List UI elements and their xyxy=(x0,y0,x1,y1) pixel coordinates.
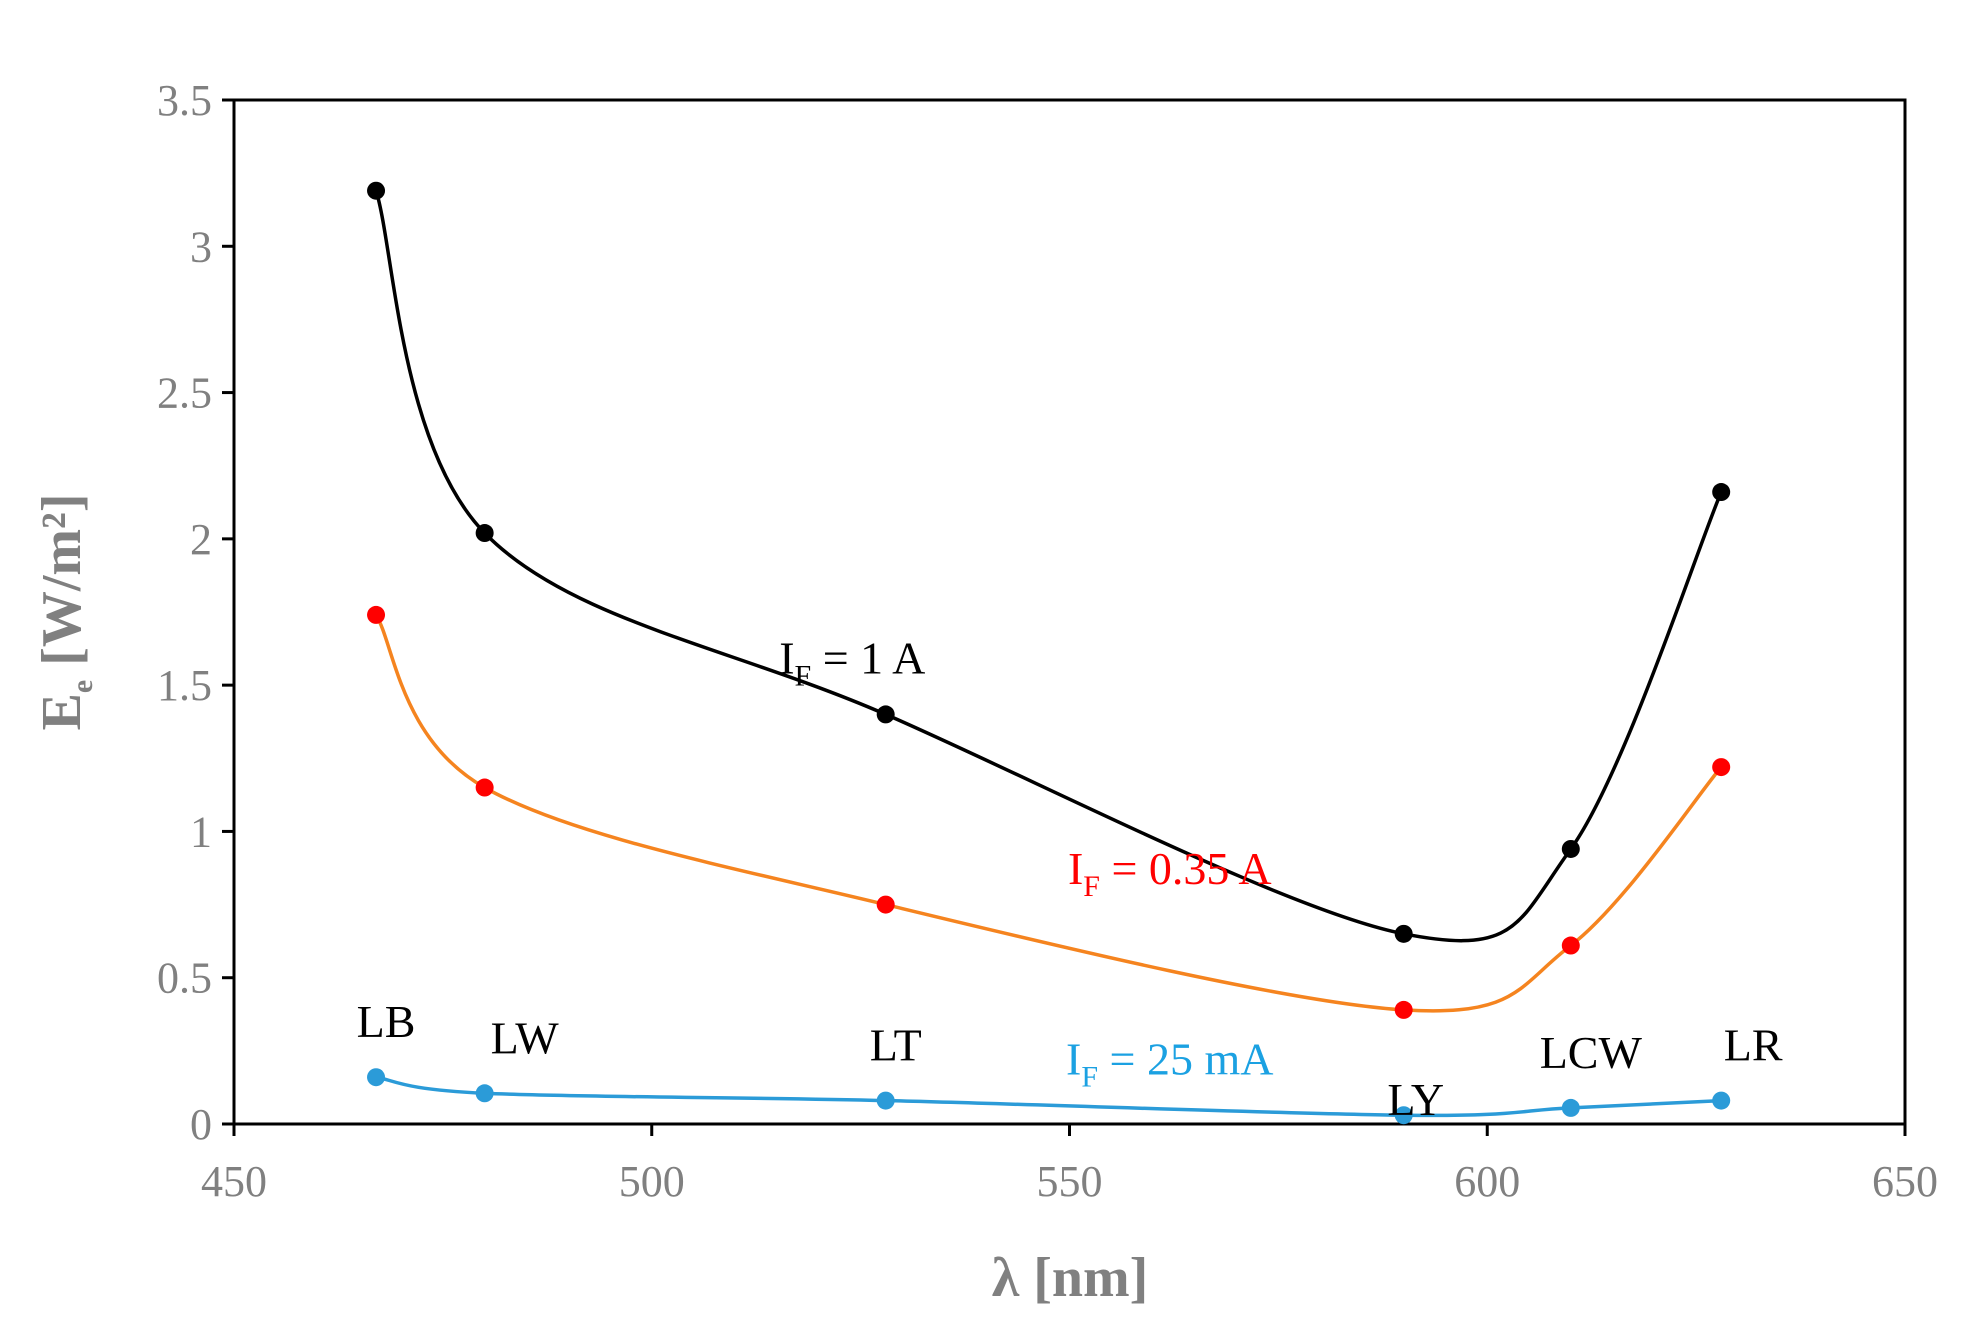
x-tick-label: 450 xyxy=(201,1157,267,1206)
series-label-main: I xyxy=(1068,843,1083,894)
y-tick-label: 3.5 xyxy=(157,76,212,125)
x-tick-label: 550 xyxy=(1037,1157,1103,1206)
y-axis-title-rest: [W/m²] xyxy=(31,494,93,680)
point-labels: LB LW LT LY LCW LR xyxy=(357,996,1783,1125)
y-tick-label: 1.5 xyxy=(157,661,212,710)
series-label-rest: = 25 mA xyxy=(1098,1033,1273,1084)
series-label-2: IF = 25 mA xyxy=(1066,1033,1273,1093)
y-tick-label: 3 xyxy=(190,222,212,271)
series-label-main: I xyxy=(779,632,794,683)
x-axis: 450 500 550 600 650 xyxy=(201,1124,1938,1206)
data-point xyxy=(876,705,895,724)
series-label-sub: F xyxy=(1083,870,1100,903)
data-point xyxy=(1712,758,1731,777)
point-label-lw: LW xyxy=(491,1012,560,1063)
data-point xyxy=(475,1084,494,1103)
series-markers xyxy=(367,181,1731,1125)
point-label-lb: LB xyxy=(357,996,416,1047)
x-tick-label: 600 xyxy=(1454,1157,1520,1206)
point-label-lcw: LCW xyxy=(1540,1027,1643,1078)
data-point xyxy=(475,524,494,543)
data-point xyxy=(876,895,895,914)
y-axis-title: Ee [W/m²] xyxy=(31,494,99,731)
data-point xyxy=(367,181,386,200)
point-label-lr: LR xyxy=(1724,1020,1783,1071)
series-label-sub: F xyxy=(795,659,812,692)
y-tick-label: 2.5 xyxy=(157,369,212,418)
y-tick-label: 0.5 xyxy=(157,954,212,1003)
data-point xyxy=(367,1068,386,1087)
data-point xyxy=(1561,936,1580,955)
y-axis-title-sub: e xyxy=(66,680,99,693)
data-point xyxy=(1712,483,1731,502)
series-label-1: IF = 0.35 A xyxy=(1068,843,1272,903)
point-label-ly: LY xyxy=(1387,1074,1444,1125)
y-tick-label: 1 xyxy=(190,807,212,856)
y-axis: 0 0.5 1 1.5 2 2.5 3 3.5 xyxy=(157,76,234,1149)
series-label-0: IF = 1 A xyxy=(779,632,925,692)
data-point xyxy=(1561,839,1580,858)
y-tick-label: 2 xyxy=(190,515,212,564)
data-point xyxy=(1561,1098,1580,1117)
data-point xyxy=(1394,924,1413,943)
data-point xyxy=(367,605,386,624)
series-label-rest: = 1 A xyxy=(811,632,925,683)
plot-area xyxy=(232,98,1907,1126)
data-point xyxy=(1394,1106,1413,1125)
series-line-0 xyxy=(374,190,1723,943)
x-tick-label: 500 xyxy=(619,1157,685,1206)
y-tick-label: 0 xyxy=(190,1100,212,1149)
data-point xyxy=(876,1091,895,1110)
data-point xyxy=(1712,1091,1731,1110)
series-label-main: I xyxy=(1066,1033,1081,1084)
data-point xyxy=(1394,1000,1413,1019)
x-axis-title: λ [nm] xyxy=(992,1247,1149,1309)
series-labels: IF = 1 AIF = 0.35 AIF = 25 mA xyxy=(779,632,1273,1093)
data-point xyxy=(475,778,494,797)
point-label-lt: LT xyxy=(870,1020,922,1071)
x-tick-label: 650 xyxy=(1872,1157,1938,1206)
y-axis-title-main: E xyxy=(31,693,93,730)
series-label-rest: = 0.35 A xyxy=(1100,843,1272,894)
series-label-sub: F xyxy=(1081,1060,1098,1093)
